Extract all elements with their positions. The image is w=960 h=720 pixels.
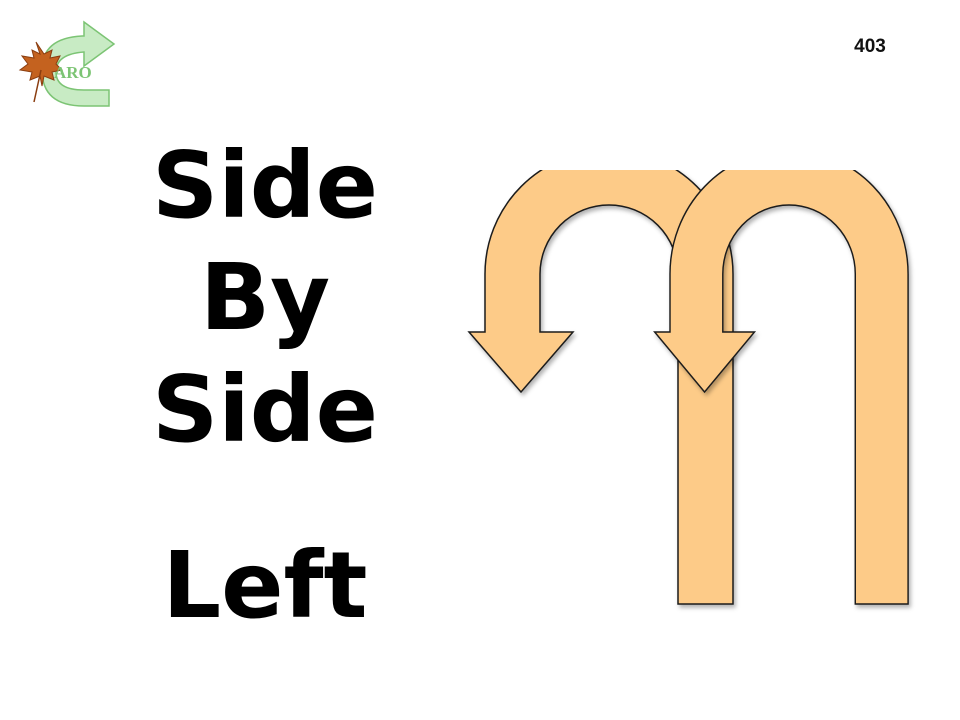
title-line-1: Side bbox=[151, 132, 379, 239]
curved-arrow-icon bbox=[41, 20, 116, 107]
u-turn-left-arrow-icon bbox=[653, 170, 909, 605]
slide-number: 403 bbox=[854, 36, 886, 57]
title-line-2: By bbox=[199, 244, 331, 351]
aro-logo: ARO bbox=[18, 20, 116, 107]
title-line-3: Side bbox=[151, 356, 379, 463]
logo-text: ARO bbox=[54, 63, 92, 82]
u-turn-arrows bbox=[467, 170, 909, 605]
direction-label: Left bbox=[162, 532, 368, 639]
maple-leaf-icon bbox=[18, 41, 64, 103]
u-turn-left-arrow-icon bbox=[467, 170, 734, 605]
sign-title: Side By Side bbox=[100, 130, 430, 466]
